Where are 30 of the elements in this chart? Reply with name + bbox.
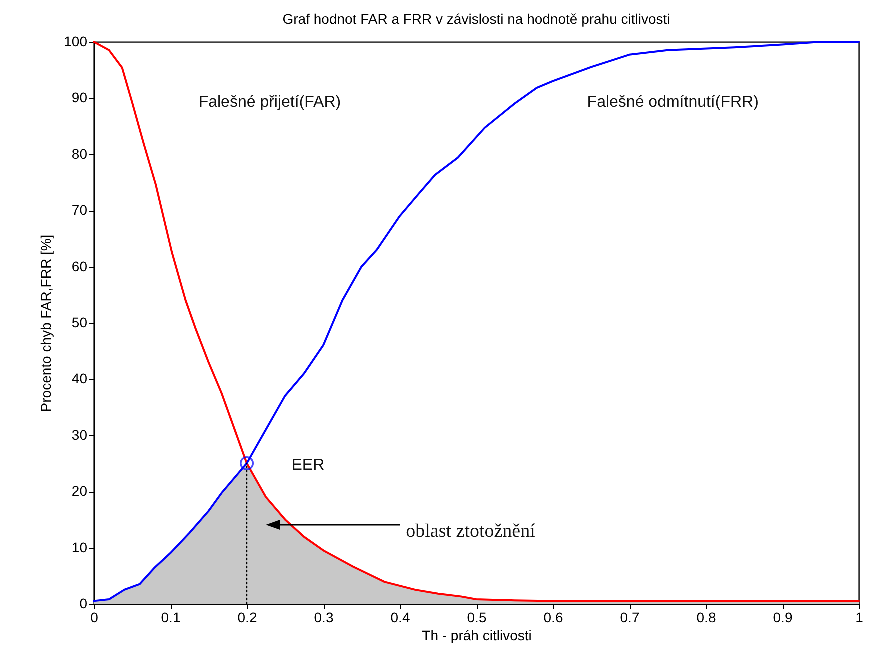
y-tick-label: 80: [72, 146, 88, 162]
x-tick-label: 0.3: [314, 610, 334, 626]
x-tick-label: 0.9: [773, 610, 793, 626]
x-tick-label: 0.7: [620, 610, 640, 626]
x-axis-title: Th - práh citlivosti: [422, 628, 532, 644]
y-axis-title: Procento chyb FAR,FRR [%]: [38, 234, 54, 412]
annotation: Falešné přijetí(FAR): [198, 94, 342, 112]
x-tick-label: 0.4: [390, 610, 410, 626]
annotation: EER: [292, 457, 325, 474]
y-tick-label: 0: [80, 596, 88, 612]
annotation: oblast ztotožnění: [406, 520, 536, 542]
y-tick-label: 30: [72, 426, 88, 443]
annotation: Falešné odmítnutí(FRR): [587, 94, 759, 112]
x-tick-label: 1: [856, 610, 864, 626]
y-tick-label: 10: [72, 539, 88, 556]
x-tick-label: 0: [90, 610, 99, 626]
x-tick-label: 0.1: [161, 610, 181, 626]
y-tick-label: 90: [72, 90, 88, 106]
x-tick-label: 0.5: [467, 610, 487, 626]
line-series: [93, 41, 860, 602]
y-tick-label: 100: [64, 34, 88, 50]
x-tick-label: 0.6: [544, 610, 564, 626]
x-tick-label: 0.2: [238, 610, 258, 626]
y-tick-label: 40: [72, 370, 88, 387]
y-tick-label: 20: [72, 483, 88, 500]
y-tick-label: 60: [72, 258, 88, 274]
x-tick-label: 0.8: [696, 610, 716, 626]
chart-title: Graf hodnot FAR a FRR v závislosti na hodnotě prahu citlivosti: [282, 11, 670, 27]
y-tick-label: 50: [72, 314, 88, 330]
y-tick-label: 70: [72, 202, 88, 218]
